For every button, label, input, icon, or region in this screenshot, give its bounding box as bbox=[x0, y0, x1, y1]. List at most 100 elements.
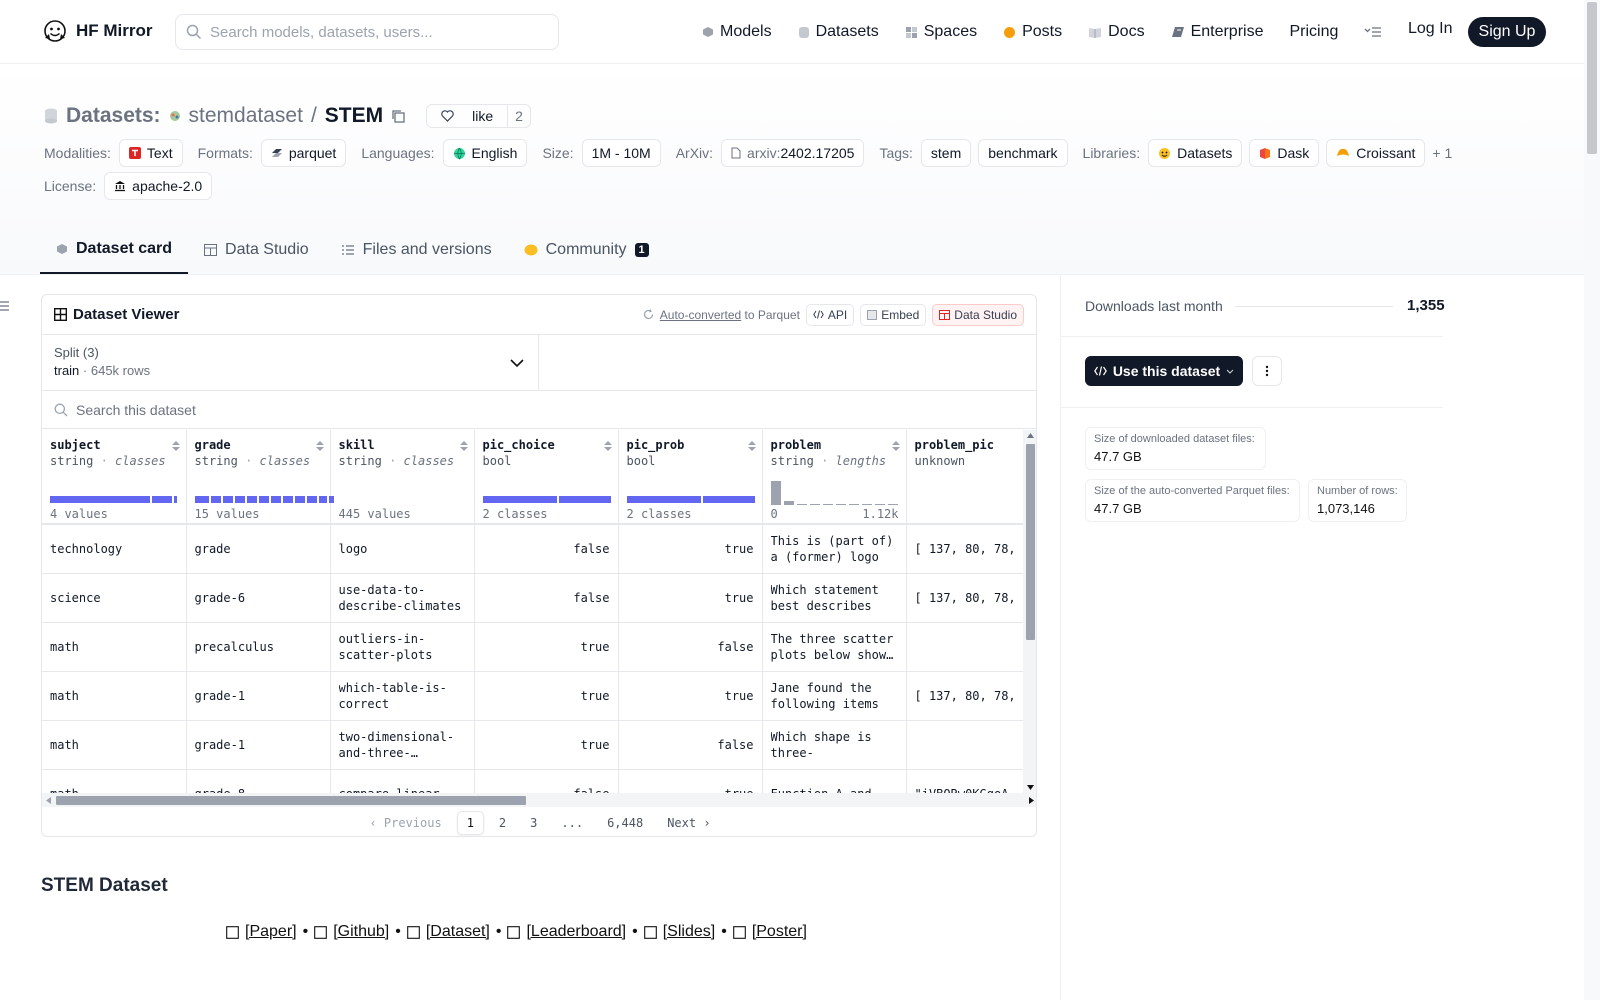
table-cell[interactable]: false bbox=[618, 720, 763, 770]
nav-models[interactable]: Models bbox=[702, 23, 772, 41]
table-row[interactable]: technology grade logo false true This is (par… bbox=[42, 524, 1023, 574]
distribution-segment[interactable] bbox=[234, 496, 245, 503]
histogram-bar[interactable] bbox=[848, 504, 859, 505]
horizontal-scrollbar[interactable] bbox=[42, 793, 1036, 807]
pagination-next[interactable]: Next › bbox=[667, 815, 711, 830]
table-cell[interactable]: compare-linear- bbox=[330, 769, 475, 793]
table-cell[interactable]: true bbox=[618, 769, 763, 793]
table-cell[interactable]: "iVBORw0KGgoA bbox=[906, 769, 1023, 793]
distribution-segment[interactable] bbox=[282, 496, 293, 503]
scrollbar-thumb[interactable] bbox=[56, 796, 526, 805]
table-cell[interactable] bbox=[906, 720, 1023, 770]
distribution-segment[interactable] bbox=[270, 496, 281, 503]
distribution-segment[interactable] bbox=[152, 496, 172, 503]
nav-enterprise[interactable]: Enterprise bbox=[1171, 23, 1263, 41]
distribution-segment[interactable] bbox=[194, 496, 209, 503]
column-header-pic-choice[interactable]: pic_choice bool 2 classes bbox=[474, 430, 619, 525]
distribution-segment[interactable] bbox=[318, 496, 327, 503]
auto-converted-link[interactable]: Auto-converted bbox=[659, 307, 742, 322]
distribution-segment[interactable] bbox=[222, 496, 233, 503]
repo-name[interactable]: STEM bbox=[324, 104, 384, 127]
tag-chip-stem[interactable]: stem bbox=[920, 139, 972, 167]
pagination-previous[interactable]: ‹ Previous bbox=[369, 815, 442, 830]
distribution-segment[interactable] bbox=[258, 496, 269, 503]
breadcrumb-datasets[interactable]: Datasets: bbox=[66, 104, 161, 127]
sort-icon[interactable] bbox=[747, 440, 756, 452]
nav-datasets[interactable]: Datasets bbox=[798, 23, 879, 41]
table-cell[interactable]: logo bbox=[330, 524, 475, 574]
table-row[interactable]: math grade-1 two-dimensional-and-three-… tr… bbox=[42, 720, 1023, 770]
use-dataset-button[interactable]: Use this dataset bbox=[1085, 356, 1243, 386]
search-input[interactable] bbox=[210, 23, 530, 41]
table-cell[interactable]: use-data-to-describe-climates bbox=[330, 573, 475, 623]
histogram-bar[interactable] bbox=[783, 501, 794, 505]
split-selector[interactable]: Split (3) train · 645k rows bbox=[42, 335, 539, 390]
distribution-segment[interactable] bbox=[50, 496, 150, 503]
table-cell[interactable]: technology bbox=[42, 524, 187, 574]
library-chip-dask[interactable]: Dask bbox=[1249, 139, 1320, 167]
nav-docs[interactable]: Docs bbox=[1088, 23, 1145, 41]
table-cell[interactable]: [ 137, 80, 78, 72, 68, 82, 0 bbox=[906, 524, 1023, 574]
nav-pricing[interactable]: Pricing bbox=[1289, 23, 1338, 41]
distribution-segment[interactable] bbox=[626, 496, 701, 503]
size-chip[interactable]: 1M - 10M bbox=[581, 139, 661, 167]
language-chip[interactable]: English bbox=[442, 139, 528, 167]
table-row[interactable]: math precalculus outliers-in-scatter-plots… bbox=[42, 622, 1023, 672]
histogram-bar[interactable] bbox=[770, 481, 781, 505]
nav-more-menu[interactable] bbox=[1364, 26, 1382, 38]
column-header-skill[interactable]: skill string · classes 445 values bbox=[330, 430, 475, 525]
card-link-slides[interactable]: [Slides] bbox=[662, 923, 716, 940]
column-header-grade[interactable]: grade string · classes 15 values bbox=[186, 430, 334, 525]
distribution-segment[interactable] bbox=[246, 496, 257, 503]
api-button[interactable]: API bbox=[805, 303, 855, 326]
distribution-segment[interactable] bbox=[174, 496, 177, 503]
table-cell[interactable]: math bbox=[42, 622, 187, 672]
table-cell[interactable]: true bbox=[618, 524, 763, 574]
table-cell[interactable] bbox=[906, 622, 1023, 672]
sort-icon[interactable] bbox=[171, 440, 180, 452]
format-chip[interactable]: parquet bbox=[260, 139, 347, 167]
signup-button[interactable]: Sign Up bbox=[1468, 17, 1546, 47]
sort-icon[interactable] bbox=[315, 440, 324, 452]
table-cell[interactable]: [ 137, 80, 78, 72, 68, 82, 0 bbox=[906, 573, 1023, 623]
table-row[interactable]: math grade-8 compare-linear-false true Funct… bbox=[42, 769, 1023, 793]
table-cell[interactable]: [ 137, 80, 78, 72, 68, 82, 0 bbox=[906, 671, 1023, 721]
table-cell[interactable]: false bbox=[618, 622, 763, 672]
nav-posts[interactable]: Posts bbox=[1003, 23, 1062, 41]
page-last[interactable]: 6,448 bbox=[607, 815, 644, 830]
table-cell[interactable]: true bbox=[618, 671, 763, 721]
distribution-segment[interactable] bbox=[702, 496, 755, 503]
table-cell[interactable]: false bbox=[474, 573, 619, 623]
data-studio-button[interactable]: Data Studio bbox=[932, 303, 1024, 326]
tag-chip-benchmark[interactable]: benchmark bbox=[978, 139, 1068, 167]
distribution-segment[interactable] bbox=[482, 496, 557, 503]
histogram-bar[interactable] bbox=[809, 504, 820, 505]
vertical-scrollbar[interactable] bbox=[1023, 430, 1036, 793]
table-cell[interactable]: This is (part of) a (former) logo o… bbox=[762, 524, 907, 574]
histogram-bar[interactable] bbox=[874, 504, 885, 505]
library-chip-datasets[interactable]: Datasets bbox=[1148, 139, 1243, 167]
table-row[interactable]: science grade-6 use-data-to-describe-clima… bbox=[42, 573, 1023, 623]
table-cell[interactable]: science bbox=[42, 573, 187, 623]
distribution-segment[interactable] bbox=[210, 496, 221, 503]
table-cell[interactable]: math bbox=[42, 671, 187, 721]
histogram-bar[interactable] bbox=[796, 504, 807, 505]
distribution-segment[interactable] bbox=[294, 496, 305, 503]
card-link-poster[interactable]: [Poster] bbox=[751, 923, 807, 940]
viewer-search[interactable] bbox=[42, 391, 1036, 429]
tab-data-studio[interactable]: Data Studio bbox=[188, 226, 325, 274]
histogram-bar[interactable] bbox=[835, 504, 846, 505]
login-link[interactable]: Log In bbox=[1408, 20, 1453, 37]
table-cell[interactable]: The three scatter plots below show… bbox=[762, 622, 907, 672]
embed-button[interactable]: Embed bbox=[860, 303, 927, 326]
histogram-bar[interactable] bbox=[822, 504, 833, 505]
column-header-problem-pic[interactable]: problem_pic unknown bbox=[906, 430, 1023, 525]
like-button[interactable]: like 2 bbox=[426, 104, 531, 128]
table-cell[interactable]: grade-1 bbox=[186, 720, 331, 770]
table-cell[interactable]: which-table-is-correct bbox=[330, 671, 475, 721]
table-cell[interactable]: math bbox=[42, 720, 187, 770]
card-link-dataset[interactable]: [Dataset] bbox=[425, 923, 490, 940]
tab-files[interactable]: Files and versions bbox=[325, 226, 508, 274]
table-cell[interactable]: true bbox=[618, 573, 763, 623]
logo[interactable]: HF Mirror bbox=[42, 18, 153, 44]
